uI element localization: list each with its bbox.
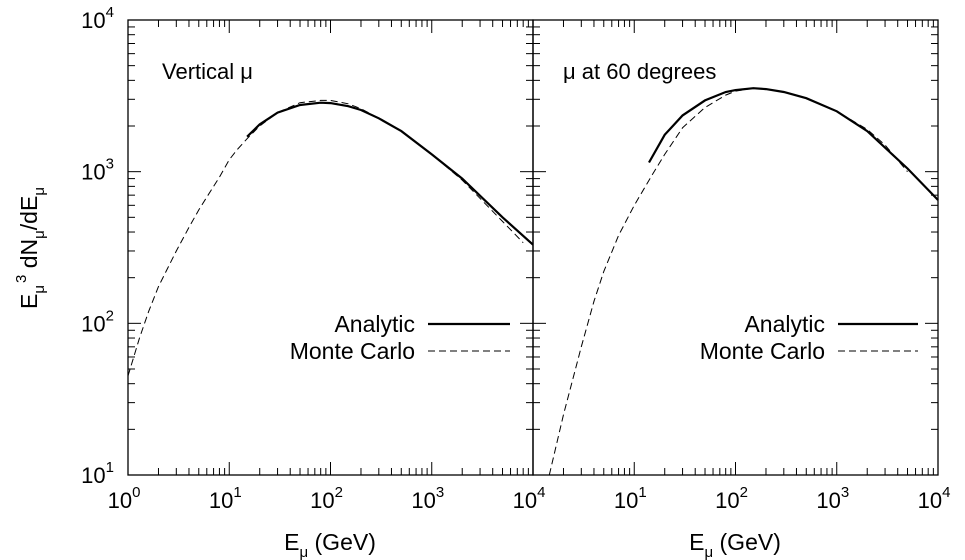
x-tick-label: 102: [715, 484, 748, 513]
x-tick-label: 101: [209, 484, 242, 513]
x-tick-label: 104: [918, 484, 951, 513]
analytic-curve-panel-2: [648, 87, 939, 201]
y-tick-label: 103: [81, 156, 114, 185]
y-tick-label: 101: [81, 459, 114, 488]
left-legend: Analytic Monte Carlo: [290, 311, 510, 364]
x-tick-label: 103: [816, 484, 849, 513]
legend-label-analytic: Analytic: [744, 311, 825, 337]
legend-label-analytic: Analytic: [334, 311, 415, 337]
analytic-curve-panel-1: [246, 101, 534, 246]
left-panel-frame: [127, 19, 534, 476]
right-panel-frame: [532, 19, 939, 476]
y-axis-label: Eμ3 dNμ/dEμ: [13, 187, 48, 309]
legend-label-monte-carlo: Monte Carlo: [290, 338, 415, 364]
left-panel-title: Vertical μ: [162, 59, 253, 84]
monte-carlo-curve-panel-1: [127, 99, 524, 377]
right-legend: Analytic Monte Carlo: [700, 311, 918, 364]
y-tick-label: 104: [81, 4, 114, 33]
x-tick-label: 102: [310, 484, 343, 513]
monte-carlo-curve-panel-2: [548, 87, 908, 476]
legend-label-monte-carlo: Monte Carlo: [700, 338, 825, 364]
x-tick-label: 103: [411, 484, 444, 513]
x-axis-label-right: Eμ (GeV): [689, 529, 781, 560]
y-tick-label: 102: [81, 307, 114, 336]
x-tick-label: 100: [108, 484, 141, 513]
x-tick-label: 101: [614, 484, 647, 513]
right-panel-title: μ at 60 degrees: [563, 59, 716, 84]
axis-ticks: [127, 20, 938, 476]
x-tick-label: 104: [513, 484, 546, 513]
x-axis-label-left: Eμ (GeV): [284, 529, 376, 560]
data-curves: [127, 87, 939, 476]
